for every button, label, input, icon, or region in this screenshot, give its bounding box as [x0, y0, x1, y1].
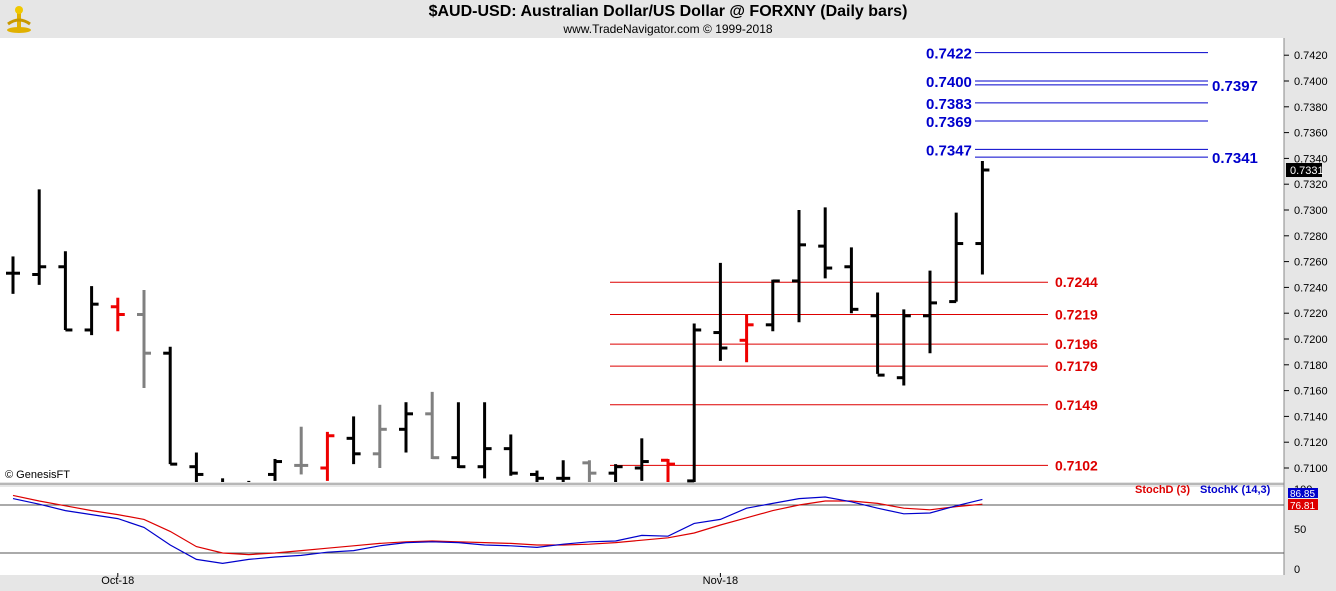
- stochk-last-label: 86.85: [1290, 489, 1315, 500]
- stochd-line: [12, 494, 983, 556]
- support-label: 0.7219: [1055, 306, 1098, 322]
- y-tick-label: 0.7180: [1294, 360, 1328, 372]
- y-tick-label: 0.7280: [1294, 231, 1328, 243]
- genesis-watermark: © GenesisFT: [5, 469, 70, 481]
- chart-subtitle: www.TradeNavigator.com © 1999-2018: [563, 22, 773, 36]
- stochd-legend: StochD (3): [1135, 484, 1190, 496]
- chart-title: $AUD-USD: Australian Dollar/US Dollar @ …: [428, 3, 908, 20]
- support-label: 0.7149: [1055, 397, 1098, 413]
- y-tick-label: 0.7320: [1294, 179, 1328, 191]
- support-label: 0.7196: [1055, 336, 1098, 352]
- y-tick-label: 0.7300: [1294, 205, 1328, 217]
- stoch-y-tick-label: 0: [1294, 564, 1300, 576]
- y-tick-label: 0.7140: [1294, 411, 1328, 423]
- stochastic-panel: [0, 487, 1284, 575]
- last-price-badge: [1286, 163, 1322, 178]
- y-tick-label: 0.7360: [1294, 128, 1328, 140]
- support-label: 0.7244: [1055, 274, 1098, 290]
- resistance-label: 0.7347: [926, 142, 972, 159]
- y-tick-label: 0.7260: [1294, 257, 1328, 269]
- last-price-label: 0.7331: [1290, 165, 1324, 177]
- support-label: 0.7179: [1055, 358, 1098, 374]
- y-tick-label: 0.7100: [1294, 463, 1328, 475]
- resistance-label: 0.7422: [926, 46, 972, 63]
- y-tick-label: 0.7220: [1294, 308, 1328, 320]
- stochk-line: [12, 496, 983, 565]
- resistance-label: 0.7400: [926, 74, 972, 91]
- resistance-label: 0.7397: [1212, 78, 1258, 95]
- chart-header: $AUD-USD: Australian Dollar/US Dollar @ …: [0, 0, 1336, 38]
- y-tick-label: 0.7420: [1294, 50, 1328, 62]
- x-tick-label: Nov-18: [703, 575, 738, 587]
- resistance-label: 0.7369: [926, 114, 972, 131]
- y-tick-label: 0.7380: [1294, 102, 1328, 114]
- stochk-last-badge: [1288, 488, 1318, 498]
- y-tick-label: 0.7120: [1294, 437, 1328, 449]
- trading-navigator-logo-icon: [7, 6, 31, 33]
- y-tick-label: 0.7200: [1294, 334, 1328, 346]
- stochd-last-badge: [1288, 499, 1318, 510]
- resistance-label: 0.7341: [1212, 150, 1258, 167]
- y-tick-label: 0.7400: [1294, 76, 1328, 88]
- resistance-label: 0.7383: [926, 96, 972, 113]
- support-label: 0.7102: [1055, 457, 1098, 473]
- y-tick-label: 0.7160: [1294, 386, 1328, 398]
- price-panel: [0, 38, 1284, 482]
- price-axis-panel: [1284, 38, 1336, 591]
- stoch-y-tick-label: 50: [1294, 524, 1306, 536]
- stochk-legend: StochK (14,3): [1200, 484, 1271, 496]
- stochd-last-label: 76.81: [1290, 501, 1315, 512]
- x-tick-label: Oct-18: [101, 575, 134, 587]
- y-tick-label: 0.7340: [1294, 153, 1328, 165]
- y-tick-label: 0.7240: [1294, 282, 1328, 294]
